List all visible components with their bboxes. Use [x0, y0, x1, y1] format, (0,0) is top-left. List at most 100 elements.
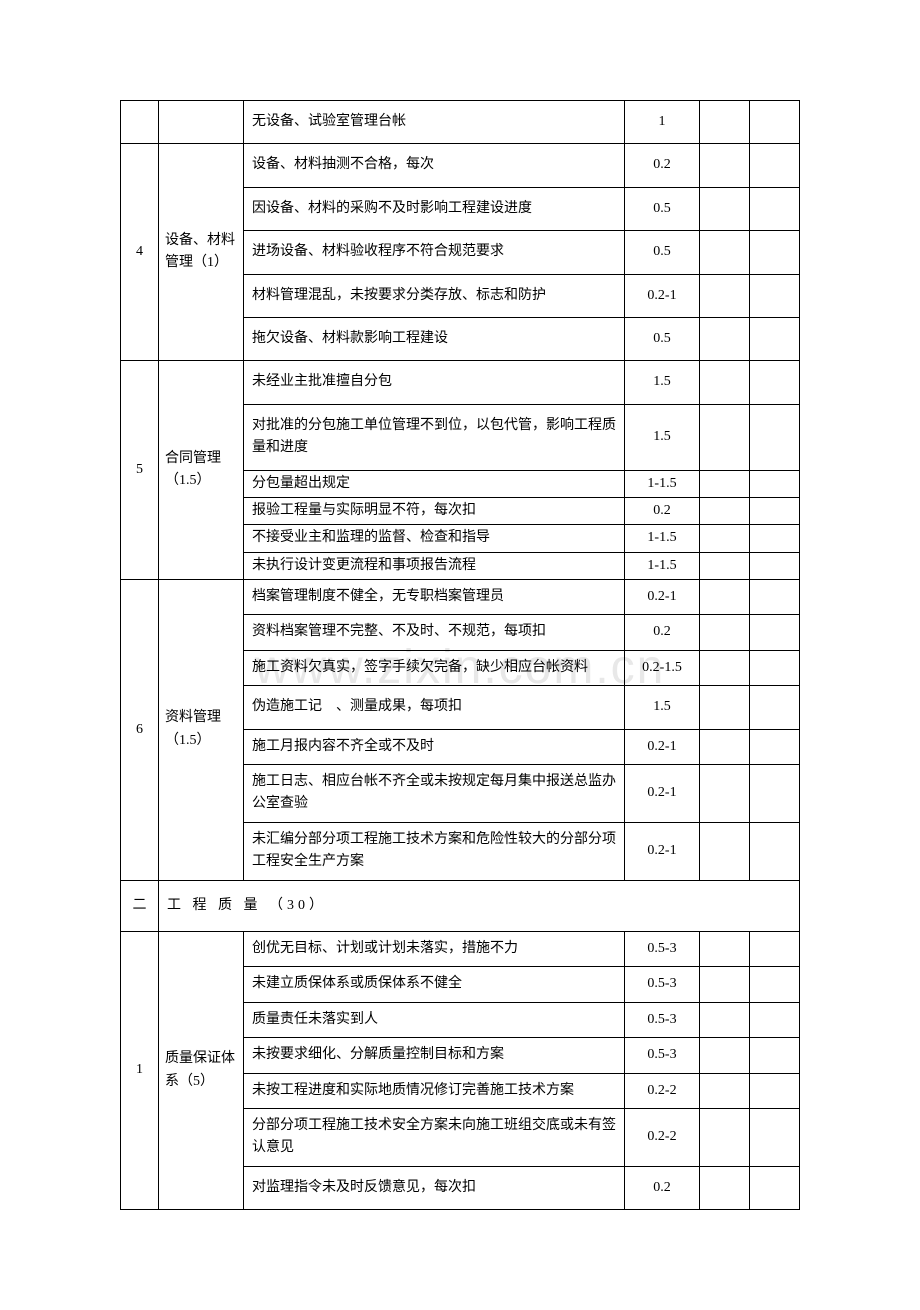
row-number: 1 [121, 931, 159, 1209]
value-cell: 0.5-3 [625, 967, 700, 1002]
blank-cell [700, 1166, 750, 1209]
value-cell: 0.2-2 [625, 1073, 700, 1108]
blank-cell [750, 552, 800, 579]
blank-cell [700, 497, 750, 524]
value-cell: 0.2 [625, 615, 700, 650]
value-cell: 1.5 [625, 686, 700, 729]
blank-cell [700, 650, 750, 685]
value-cell: 0.5-3 [625, 1002, 700, 1037]
row-number: 6 [121, 580, 159, 881]
description-cell: 未汇编分部分项工程施工技术方案和危险性较大的分部分项工程安全生产方案 [244, 822, 625, 880]
description-cell: 设备、材料抽测不合格，每次 [244, 144, 625, 187]
blank-cell [700, 1073, 750, 1108]
table-row: 6资料管理（1.5）档案管理制度不健全，无专职档案管理员0.2-1 [121, 580, 800, 615]
table-row: 5合同管理（1.5）未经业主批准擅自分包1.5 [121, 361, 800, 404]
blank-cell [750, 650, 800, 685]
description-cell: 分部分项工程施工技术安全方案未向施工班组交底或未有签认意见 [244, 1108, 625, 1166]
blank-cell [750, 729, 800, 764]
row-number: 5 [121, 361, 159, 580]
blank-cell [700, 1038, 750, 1073]
category-cell: 质量保证体系（5） [159, 931, 244, 1209]
row-number [121, 101, 159, 144]
description-cell: 不接受业主和监理的监督、检查和指导 [244, 525, 625, 552]
blank-cell [700, 404, 750, 470]
description-cell: 施工资料欠真实，签字手续欠完备，缺少相应台帐资料 [244, 650, 625, 685]
value-cell: 0.5-3 [625, 1038, 700, 1073]
value-cell: 0.5 [625, 231, 700, 274]
blank-cell [750, 404, 800, 470]
blank-cell [750, 1073, 800, 1108]
blank-cell [700, 231, 750, 274]
blank-cell [700, 765, 750, 823]
blank-cell [700, 317, 750, 360]
description-cell: 创优无目标、计划或计划未落实，措施不力 [244, 931, 625, 966]
description-cell: 档案管理制度不健全，无专职档案管理员 [244, 580, 625, 615]
value-cell: 1.5 [625, 404, 700, 470]
section-title: 工 程 质 量 （30） [159, 880, 800, 931]
description-cell: 对批准的分包施工单位管理不到位，以包代管，影响工程质量和进度 [244, 404, 625, 470]
blank-cell [750, 931, 800, 966]
value-cell: 0.2-1 [625, 765, 700, 823]
blank-cell [700, 144, 750, 187]
description-cell: 资料档案管理不完整、不及时、不规范，每项扣 [244, 615, 625, 650]
blank-cell [700, 729, 750, 764]
section-number: 二 [121, 880, 159, 931]
blank-cell [750, 101, 800, 144]
blank-cell [700, 1108, 750, 1166]
blank-cell [700, 361, 750, 404]
blank-cell [750, 1038, 800, 1073]
row-number: 4 [121, 144, 159, 361]
blank-cell [700, 274, 750, 317]
description-cell: 伪造施工记 、测量成果，每项扣 [244, 686, 625, 729]
description-cell: 施工月报内容不齐全或不及时 [244, 729, 625, 764]
value-cell: 0.5-3 [625, 931, 700, 966]
blank-cell [700, 686, 750, 729]
description-cell: 对监理指令未及时反馈意见，每次扣 [244, 1166, 625, 1209]
description-cell: 未建立质保体系或质保体系不健全 [244, 967, 625, 1002]
description-cell: 进场设备、材料验收程序不符合规范要求 [244, 231, 625, 274]
value-cell: 0.2-1 [625, 822, 700, 880]
value-cell: 0.5 [625, 187, 700, 230]
blank-cell [750, 317, 800, 360]
value-cell: 0.2 [625, 497, 700, 524]
blank-cell [750, 274, 800, 317]
value-cell: 1-1.5 [625, 525, 700, 552]
description-cell: 未执行设计变更流程和事项报告流程 [244, 552, 625, 579]
description-cell: 施工日志、相应台帐不齐全或未按规定每月集中报送总监办公室查验 [244, 765, 625, 823]
value-cell: 0.2-1 [625, 274, 700, 317]
description-cell: 因设备、材料的采购不及时影响工程建设进度 [244, 187, 625, 230]
value-cell: 1 [625, 101, 700, 144]
blank-cell [750, 686, 800, 729]
description-cell: 未按要求细化、分解质量控制目标和方案 [244, 1038, 625, 1073]
blank-cell [700, 525, 750, 552]
blank-cell [700, 552, 750, 579]
value-cell: 0.2-2 [625, 1108, 700, 1166]
value-cell: 0.2-1.5 [625, 650, 700, 685]
description-cell: 无设备、试验室管理台帐 [244, 101, 625, 144]
blank-cell [750, 1002, 800, 1037]
blank-cell [700, 967, 750, 1002]
description-cell: 报验工程量与实际明显不符，每次扣 [244, 497, 625, 524]
blank-cell [750, 231, 800, 274]
blank-cell [750, 765, 800, 823]
blank-cell [750, 144, 800, 187]
blank-cell [750, 1108, 800, 1166]
blank-cell [750, 822, 800, 880]
value-cell: 0.5 [625, 317, 700, 360]
blank-cell [750, 525, 800, 552]
category-cell: 资料管理（1.5） [159, 580, 244, 881]
blank-cell [750, 1166, 800, 1209]
blank-cell [700, 470, 750, 497]
blank-cell [700, 1002, 750, 1037]
value-cell: 0.2-1 [625, 580, 700, 615]
value-cell: 0.2 [625, 144, 700, 187]
description-cell: 拖欠设备、材料款影响工程建设 [244, 317, 625, 360]
table-row: 1质量保证体系（5）创优无目标、计划或计划未落实，措施不力0.5-3 [121, 931, 800, 966]
description-cell: 分包量超出规定 [244, 470, 625, 497]
value-cell: 1-1.5 [625, 470, 700, 497]
blank-cell [700, 931, 750, 966]
category-cell: 设备、材料管理（1） [159, 144, 244, 361]
blank-cell [750, 361, 800, 404]
blank-cell [700, 580, 750, 615]
category-cell [159, 101, 244, 144]
